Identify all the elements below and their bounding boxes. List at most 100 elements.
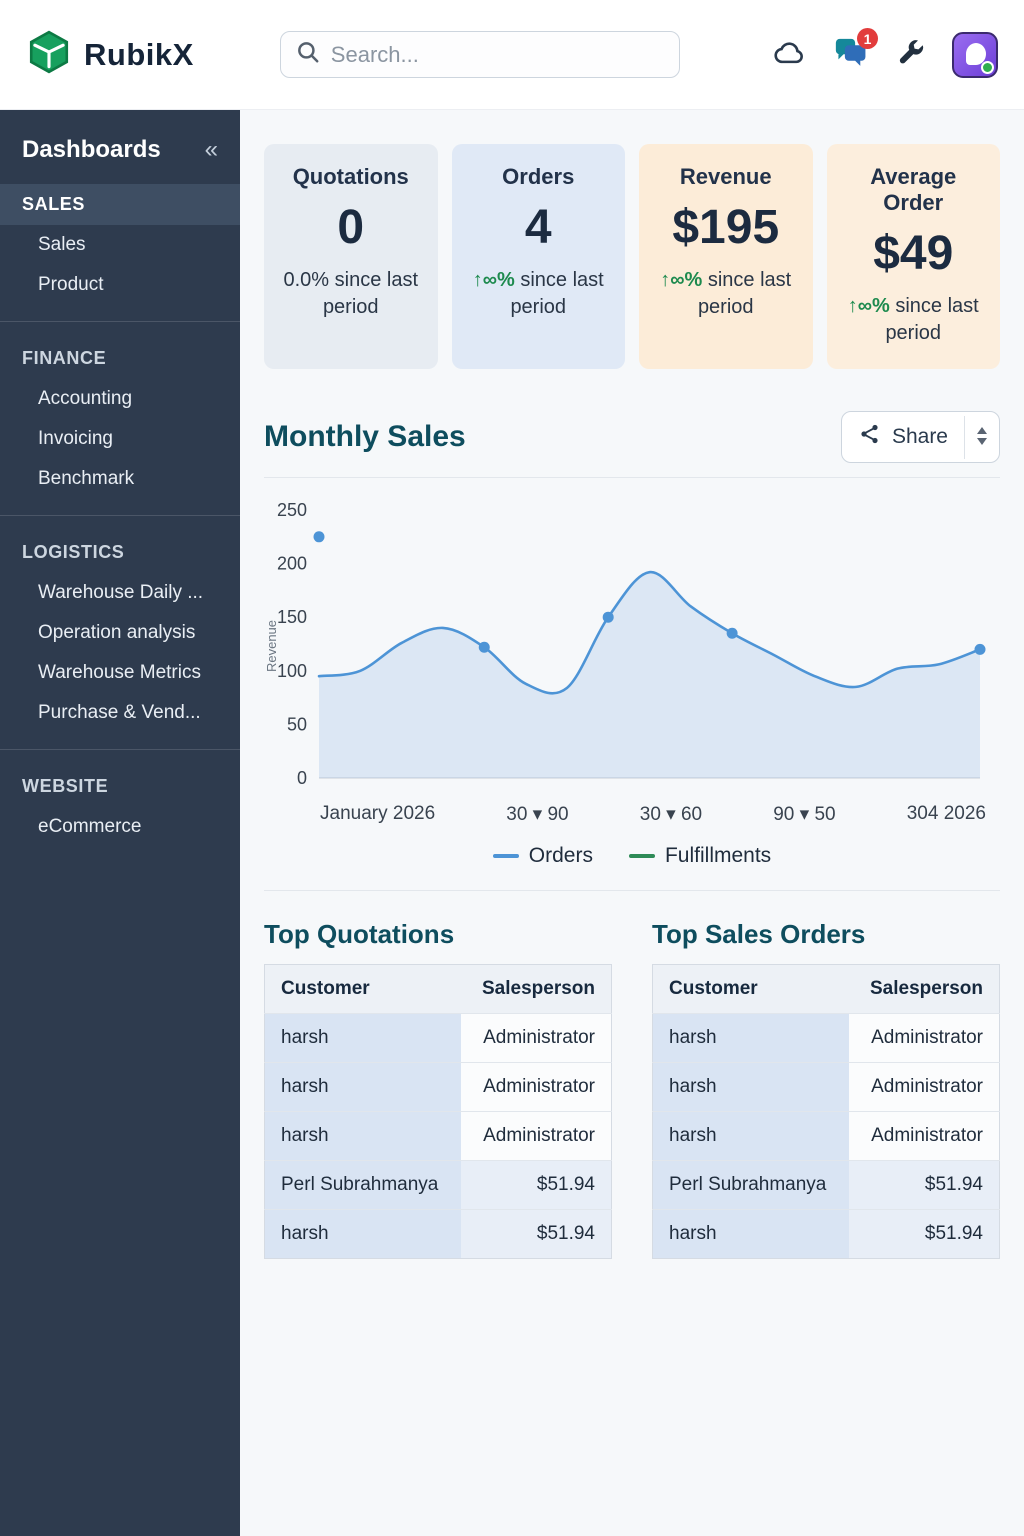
salesperson-cell: Administrator (848, 1062, 1000, 1112)
svg-text:250: 250 (277, 500, 307, 520)
column-header: Customer (264, 964, 461, 1014)
table-row[interactable]: harsh Administrator (264, 1062, 612, 1112)
chat-icon (832, 37, 868, 72)
kpi-card-quotations: Quotations 0 0.0% since last period (264, 144, 438, 369)
table-header-row: Customer Salesperson (652, 964, 1000, 1014)
bottom-tables: Top Quotations Customer Salesperson hars… (264, 919, 1000, 1259)
online-status-dot (981, 60, 994, 74)
kpi-delta-text: since last period (697, 269, 792, 318)
table-row[interactable]: harsh $51.94 (264, 1209, 612, 1259)
table-row[interactable]: Perl Subrahmanya $51.94 (264, 1160, 612, 1210)
column-header: Customer (652, 964, 849, 1014)
customer-cell: Perl Subrahmanya (652, 1160, 849, 1210)
sidebar-item-website-group[interactable]: WEBSITE (22, 776, 109, 796)
brand-name: RubikX (84, 36, 194, 72)
kpi-delta: 0.0% since last period (276, 267, 426, 321)
main-content: Quotations 0 0.0% since last period Orde… (240, 110, 1024, 1536)
sidebar-collapse-icon[interactable]: « (204, 136, 218, 163)
table-row[interactable]: harsh Administrator (652, 1111, 1000, 1161)
legend-item-orders[interactable]: Orders (492, 844, 593, 868)
amount-cell: $51.94 (848, 1209, 1000, 1259)
sidebar-item-purchase-vendor[interactable]: Purchase & Vend... (38, 702, 201, 723)
kpi-card-orders: Orders 4 ↑∞% since last period (451, 144, 625, 369)
svg-text:100: 100 (277, 661, 307, 681)
table-header-row: Customer Salesperson (264, 964, 612, 1014)
salesperson-cell: Administrator (460, 1013, 612, 1063)
kpi-row: Quotations 0 0.0% since last period Orde… (264, 144, 1000, 369)
share-button[interactable]: Share (842, 412, 964, 462)
sidebar-item-invoicing[interactable]: Invoicing (38, 428, 113, 449)
customer-cell: harsh (652, 1209, 849, 1259)
sidebar-section-logistics: LOGISTICS Warehouse Daily ... Operation … (0, 515, 240, 733)
sort-arrows-icon (974, 424, 990, 451)
sidebar-item-sales[interactable]: Sales (38, 234, 86, 255)
sidebar-item-warehouse-daily[interactable]: Warehouse Daily ... (38, 582, 204, 603)
topbar-actions: 1 (773, 28, 998, 78)
top-quotations-section: Top Quotations Customer Salesperson hars… (264, 919, 612, 1259)
kpi-delta-text: since last period (510, 269, 604, 318)
sidebar-section-finance: FINANCE Accounting Invoicing Benchmark (0, 321, 240, 499)
sidebar-item-logistics-group[interactable]: LOGISTICS (22, 542, 125, 562)
sidebar-item-sales-group[interactable]: SALES (0, 184, 240, 225)
kpi-title: Average Order (870, 164, 957, 215)
kpi-card-revenue: Revenue $195 ↑∞% since last period (639, 144, 813, 369)
tools-button[interactable] (894, 37, 926, 72)
top-sales-orders-section: Top Sales Orders Customer Salesperson ha… (652, 919, 1000, 1259)
table-row[interactable]: harsh Administrator (264, 1111, 612, 1161)
sidebar-item-ecommerce[interactable]: eCommerce (38, 816, 142, 837)
kpi-delta: ↑∞% since last period (651, 267, 801, 321)
svg-text:Revenue: Revenue (264, 620, 279, 672)
top-quotations-table: Customer Salesperson harsh Administrator… (264, 964, 612, 1259)
kpi-value: 4 (524, 201, 552, 254)
customer-cell: Perl Subrahmanya (264, 1160, 461, 1210)
sidebar-item-warehouse-metrics[interactable]: Warehouse Metrics (38, 662, 201, 683)
svg-text:0: 0 (297, 768, 307, 788)
sidebar-item-benchmark[interactable]: Benchmark (38, 468, 135, 489)
notification-badge: 1 (857, 28, 878, 49)
cloud-button[interactable] (773, 38, 806, 71)
kpi-value: 0 (337, 201, 365, 254)
kpi-value: $195 (672, 201, 780, 254)
avatar[interactable] (952, 31, 998, 78)
brand-logo-icon (26, 29, 72, 80)
sidebar-item-product[interactable]: Product (38, 274, 104, 295)
trend-up-icon: ↑∞% (847, 295, 890, 317)
legend-item-fulfillments[interactable]: Fulfillments (628, 844, 772, 868)
svg-text:150: 150 (277, 607, 307, 627)
x-tick-label: 304 2026 (906, 803, 986, 824)
sidebar-item-accounting[interactable]: Accounting (38, 388, 133, 409)
customer-cell: harsh (264, 1111, 461, 1161)
wrench-icon (894, 37, 926, 72)
avatar-figure (966, 42, 986, 65)
sidebar-item-finance-group[interactable]: FINANCE (22, 348, 107, 368)
cloud-icon (773, 38, 806, 71)
x-tick-label: January 2026 (320, 803, 436, 824)
salesperson-cell: Administrator (848, 1111, 1000, 1161)
sidebar: Dashboards « SALES Sales Product FINANCE… (0, 110, 240, 1536)
table-row[interactable]: harsh Administrator (652, 1013, 1000, 1063)
table-row[interactable]: harsh Administrator (652, 1062, 1000, 1112)
kpi-title: Revenue (679, 164, 772, 189)
kpi-title: Orders (502, 164, 575, 189)
messages-button[interactable]: 1 (832, 28, 878, 72)
brand[interactable]: RubikX (26, 29, 194, 80)
table-row[interactable]: harsh $51.94 (652, 1209, 1000, 1259)
expand-sort-button[interactable] (964, 415, 999, 459)
monthly-sales-header: Monthly Sales Share (264, 411, 1000, 478)
sidebar-item-operation-analysis[interactable]: Operation analysis (38, 622, 196, 643)
table-title: Top Quotations (264, 919, 455, 949)
legend-label: Fulfillments (664, 844, 772, 867)
svg-text:200: 200 (277, 554, 307, 574)
orders-line-swatch (492, 854, 519, 858)
page-title: Monthly Sales (264, 420, 466, 453)
kpi-delta: ↑∞% since last period (839, 293, 989, 347)
search-bar[interactable] (279, 31, 680, 78)
table-row[interactable]: harsh Administrator (264, 1013, 612, 1063)
search-input[interactable] (330, 41, 665, 68)
search-icon (295, 39, 321, 70)
amount-cell: $51.94 (460, 1209, 612, 1259)
kpi-delta: ↑∞% since last period (464, 267, 614, 321)
table-row[interactable]: Perl Subrahmanya $51.94 (652, 1160, 1000, 1210)
sidebar-section-sales: SALES Sales Product (0, 184, 240, 305)
trend-up-icon: ↑∞% (660, 269, 703, 291)
